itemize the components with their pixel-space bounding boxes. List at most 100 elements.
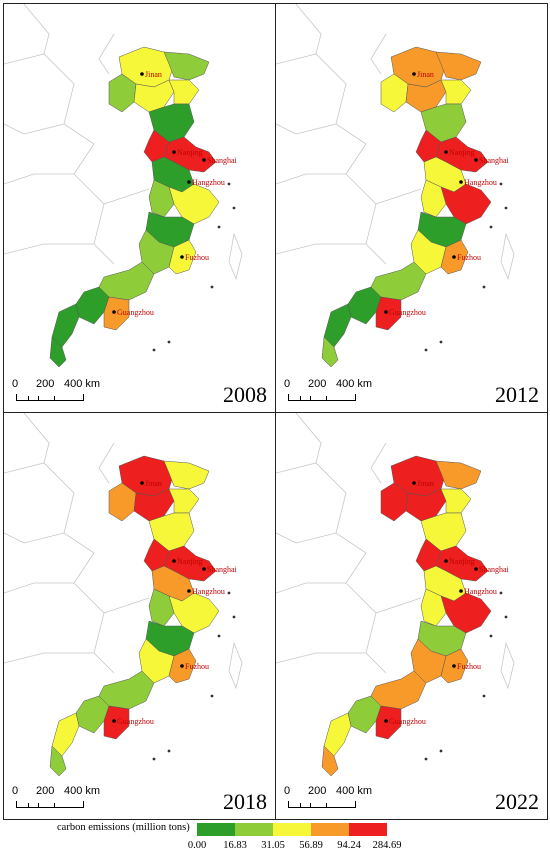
island-marker	[232, 206, 236, 210]
island-marker	[227, 182, 231, 186]
scale-label: 200	[36, 378, 55, 390]
scale-tick	[28, 396, 29, 400]
island-marker	[232, 615, 236, 619]
island-marker	[489, 634, 493, 638]
city-dot	[452, 255, 456, 259]
legend-swatch	[273, 823, 311, 836]
scale-tick	[326, 396, 327, 400]
scale-tick	[54, 803, 55, 807]
scale-tick	[310, 803, 311, 807]
city-dot	[474, 567, 478, 571]
city-dot	[180, 255, 184, 259]
legend-swatch	[197, 823, 235, 836]
region-fj2	[410, 638, 447, 684]
region-sd2	[435, 51, 482, 81]
city-label: Shanghai	[207, 156, 238, 165]
map-svg: Jinan Nanjing Shanghai Hangzhou Fuzhou Guangz…	[4, 4, 243, 368]
city-label: Shanghai	[207, 565, 238, 574]
region-sd2	[163, 51, 210, 81]
city-dot	[452, 664, 456, 668]
year-label: 2008	[223, 382, 267, 407]
city-label: Guangzhou	[117, 717, 154, 726]
city-label: Hangzhou	[192, 178, 225, 187]
scale-bar: 0 200 400 km	[12, 785, 132, 813]
map-panel-2008: Jinan Nanjing Shanghai Hangzhou Fuzhou Guangz…	[3, 3, 276, 413]
city-dot	[459, 589, 463, 593]
region-gd1	[98, 261, 155, 301]
legend: carbon emissions (million tons) 0.00 16.8…	[0, 818, 550, 855]
region-zj2	[440, 592, 492, 634]
region-sd2	[435, 460, 482, 490]
island-marker	[167, 749, 171, 753]
scale-label: 400 km	[336, 378, 373, 390]
scale-label: 400 km	[336, 785, 373, 797]
island-marker	[504, 206, 508, 210]
background-boundaries	[4, 413, 243, 690]
scale-label: 0	[284, 378, 291, 390]
legend-break-label: 31.05	[261, 840, 285, 851]
scale-tick	[54, 396, 55, 400]
region-gd3	[103, 296, 130, 331]
city-label: Jinan	[417, 479, 434, 488]
city-dot	[112, 719, 116, 723]
scale-line	[16, 801, 84, 808]
scale-bar: 0 200 400 km	[284, 378, 404, 406]
island-marker	[482, 285, 486, 289]
region-gd5	[321, 336, 339, 368]
region-gd5	[49, 336, 67, 368]
city-label: Fuzhou	[185, 662, 209, 671]
legend-swatch	[311, 823, 349, 836]
island-marker	[217, 225, 221, 229]
region-fj2	[138, 638, 175, 684]
scale-label: 400 km	[64, 785, 101, 797]
legend-break-label: 94.24	[337, 840, 361, 851]
legend-break-label: 284.69	[372, 840, 402, 851]
scale-label: 200	[36, 785, 55, 797]
scale-tick	[300, 396, 301, 400]
region-gd4	[323, 303, 352, 348]
city-label: Shanghai	[479, 565, 510, 574]
city-dot	[172, 150, 176, 154]
city-dot	[172, 559, 176, 563]
scale-line	[16, 394, 84, 401]
city-label: Shanghai	[479, 156, 510, 165]
scale-line	[288, 394, 356, 401]
region-fj2	[138, 229, 175, 275]
island-marker	[439, 749, 443, 753]
region-gd5	[321, 745, 339, 777]
city-label: Jinan	[145, 479, 162, 488]
year-label: 2018	[223, 789, 267, 814]
region-sd4	[405, 488, 447, 522]
background-boundaries	[4, 4, 243, 281]
map-svg: Jinan Nanjing Shanghai Hangzhou Fuzhou Guangz…	[276, 4, 515, 368]
city-label: Fuzhou	[457, 662, 481, 671]
scale-label: 200	[308, 378, 327, 390]
island-marker	[489, 225, 493, 229]
city-label: Fuzhou	[185, 253, 209, 262]
scale-bar: 0 200 400 km	[284, 785, 404, 813]
scale-tick	[310, 396, 311, 400]
map-panel-2022: Jinan Nanjing Shanghai Hangzhou Fuzhou Guangz…	[275, 412, 548, 820]
city-dot	[140, 72, 144, 76]
city-dot	[444, 559, 448, 563]
scale-label: 400 km	[64, 378, 101, 390]
region-zj2	[168, 592, 220, 634]
city-dot	[459, 180, 463, 184]
island-marker	[482, 694, 486, 698]
scale-label: 0	[12, 378, 19, 390]
legend-break-label: 0.00	[187, 840, 207, 851]
legend-title: carbon emissions (million tons)	[57, 822, 190, 833]
map-panel-2012: Jinan Nanjing Shanghai Hangzhou Fuzhou Guangz…	[275, 3, 548, 413]
region-gd5	[49, 745, 67, 777]
island-marker	[499, 591, 503, 595]
region-sd4	[133, 488, 175, 522]
region-gd1	[98, 670, 155, 710]
region-gd4	[51, 303, 80, 348]
city-dot	[187, 589, 191, 593]
region-zj2	[168, 183, 220, 225]
city-label: Nanjing	[177, 557, 203, 566]
city-dot	[187, 180, 191, 184]
region-fj2	[410, 229, 447, 275]
city-dot	[140, 481, 144, 485]
city-dot	[384, 310, 388, 314]
